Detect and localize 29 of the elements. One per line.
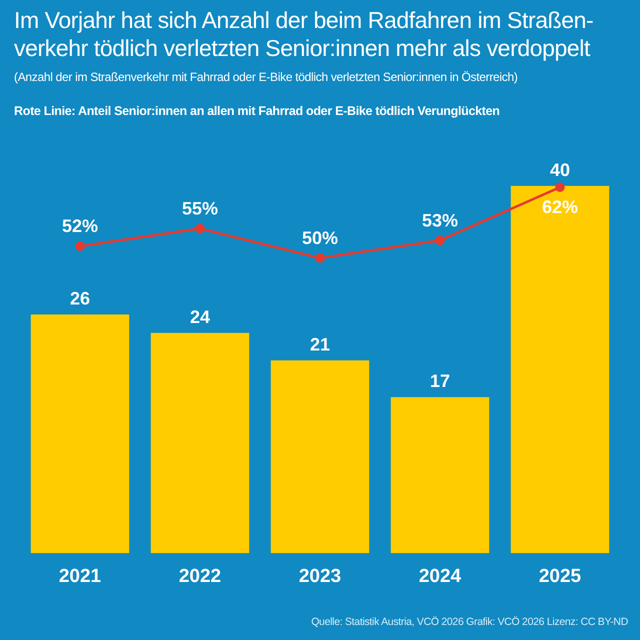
x-tick-label: 2021 <box>58 566 102 587</box>
data-label: 40 <box>550 160 570 180</box>
text: Rote Linie: Anteil Senior:innen an allen mit Fahrrad oder E-Bike tödlich Verunglückten <box>14 104 500 118</box>
point <box>435 236 445 246</box>
x-tick-label: 2023 <box>298 566 342 587</box>
data-label: 62% <box>542 197 578 218</box>
chart-title: Im Vorjahr hat sich Anzahl der beim Radfahren im Straßen- verkehr tödlich verletzten Senior:innen mehr als verdoppelt <box>14 6 594 62</box>
bar <box>510 186 610 554</box>
x-tick-label: 2022 <box>178 566 222 587</box>
bar <box>30 314 130 554</box>
bar <box>270 360 370 554</box>
point <box>315 253 325 263</box>
x-tick-label: 2024 <box>418 566 462 587</box>
point <box>75 242 85 251</box>
bar <box>390 397 490 554</box>
point <box>195 224 205 234</box>
data-label: 17 <box>430 371 450 392</box>
point <box>555 182 565 192</box>
data-label: 24 <box>190 306 210 327</box>
data-label: 52% <box>62 216 98 236</box>
data-label: 55% <box>182 198 218 219</box>
bar <box>150 332 250 554</box>
data-label: 53% <box>422 210 458 230</box>
source-note: Quelle: Statistik Austria, VCÖ 2026 Grafik: VCÖ 2026 Lizenz: CC BY-ND <box>311 616 628 628</box>
x-tick-label: 2025 <box>538 566 582 587</box>
chart-subtitle: (Anzahl der im Straßenverkehr mit Fahrrad oder E-Bike tödlich verletzten Senior:innen in Österreich) <box>14 70 518 84</box>
data-label: 26 <box>70 288 90 308</box>
data-label: 50% <box>302 228 338 248</box>
data-label: 21 <box>310 334 330 354</box>
